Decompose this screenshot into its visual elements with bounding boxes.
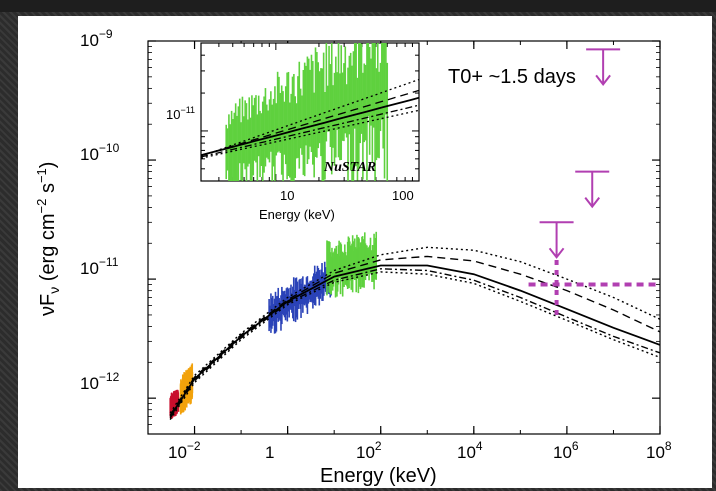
x-tick-labels: 10−2 1 102 104 106 108: [168, 439, 672, 462]
x-tick-label: 104: [457, 439, 483, 462]
nustar-label: NuSTAR: [323, 160, 376, 175]
x-tick-label: 106: [553, 439, 579, 462]
time-annotation: T0+ ~1.5 days: [448, 66, 576, 88]
inset-model-curve-solid: [201, 96, 419, 157]
y-tick-label: 10−11: [80, 255, 119, 278]
upper-limit-arrow: [584, 196, 601, 209]
model-curve-dashdot: [169, 268, 660, 419]
upper-limit-arrow: [595, 74, 611, 87]
x-tick-label: 102: [356, 439, 382, 462]
figure-panel: 10−12 10−11 10−10 10−9 10−2 1 102 104 10…: [18, 16, 712, 488]
inset-x-axis-label: Energy (keV): [259, 207, 335, 222]
inset-x-tick-label: 100: [392, 188, 414, 203]
inset-model-curve-dashdot: [201, 104, 419, 158]
inset-model-curve-dotted: [201, 78, 419, 157]
x-tick-label: 108: [646, 439, 672, 462]
y-tick-labels: 10−12 10−11 10−10 10−9: [80, 27, 120, 393]
y-tick-label: 10−12: [80, 370, 120, 393]
inset-model-curve-dotted: [201, 109, 419, 159]
model-curve-solid: [169, 264, 660, 418]
top-bar: [0, 0, 716, 12]
x-tick-label: 1: [265, 443, 274, 462]
x-tick-label: 10−2: [168, 439, 201, 462]
y-tick-label: 10−9: [80, 27, 113, 50]
inset-model-curve-dashed: [201, 89, 419, 157]
model-curve-dotted: [169, 246, 660, 414]
main-data-layer: [169, 48, 660, 420]
model-curve-dotted: [169, 271, 660, 420]
y-axis-label: νFν (erg cm−2 s−1): [34, 162, 62, 316]
model-curve-dashed: [169, 255, 660, 416]
inset-data-layer: [201, 43, 419, 181]
inset-y-tick-label: 10−11: [166, 105, 195, 122]
main-ticks: [147, 40, 661, 435]
main-plot-frame: [147, 40, 661, 435]
y-tick-label: 10−10: [80, 141, 120, 164]
x-axis-label: Energy (keV): [320, 465, 437, 487]
upper-limit-arrow: [548, 247, 565, 259]
sed-chart: 10−12 10−11 10−10 10−9 10−2 1 102 104 10…: [34, 27, 672, 487]
inset-x-tick-label: 10: [280, 188, 294, 203]
